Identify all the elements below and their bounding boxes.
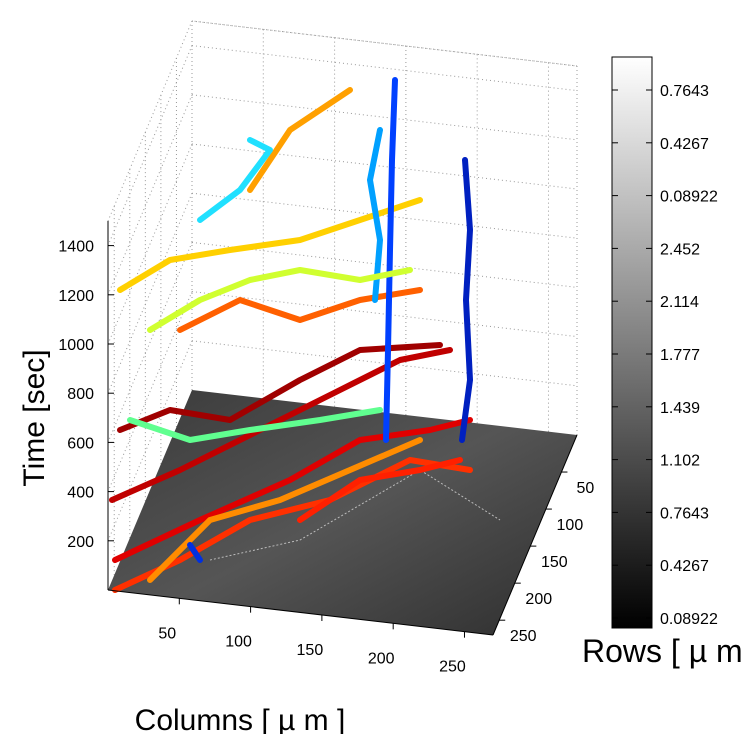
- colorbar-tick-label: 0.4267: [660, 136, 709, 153]
- tracks: [109, 77, 473, 593]
- colorbar-tick-label: 0.7643: [660, 83, 709, 100]
- grid-line: [191, 192, 578, 239]
- colorbar-tick-label: 0.4267: [660, 558, 709, 575]
- x-tick-label: 200: [368, 650, 395, 667]
- y-tick-label: 50: [577, 480, 595, 497]
- grid: [107, 20, 578, 576]
- z-tick-label: 1000: [58, 337, 94, 354]
- grid-line: [107, 340, 193, 541]
- track: [112, 417, 473, 563]
- grid-line: [191, 241, 578, 288]
- track: [147, 437, 423, 583]
- grid-line: [191, 143, 578, 190]
- x-tick-label: 150: [297, 642, 324, 659]
- grid-line: [107, 94, 193, 295]
- track: [127, 407, 383, 443]
- floor-image: [108, 390, 577, 635]
- z-tick-label: 1200: [58, 288, 94, 305]
- y-tick-label: 200: [525, 591, 552, 608]
- x-tick-label: 100: [225, 634, 252, 651]
- z-tick-label: 1400: [58, 239, 94, 256]
- z-tick-label: 800: [67, 386, 94, 403]
- track: [187, 542, 203, 563]
- track: [383, 77, 398, 443]
- colorbar-tick-label: 0.08922: [660, 189, 718, 206]
- z-axis-label: Time [sec]: [18, 349, 51, 486]
- track: [197, 137, 273, 223]
- y-tick-label: 100: [557, 517, 584, 534]
- grid-line: [191, 340, 578, 387]
- grid-line: [107, 291, 193, 492]
- z-tick-label: 400: [67, 485, 94, 502]
- track: [109, 347, 453, 503]
- y-tick-label: 250: [510, 628, 537, 645]
- colorbar-tick-label: 0.7643: [660, 505, 709, 522]
- y-tick-label: 150: [541, 554, 568, 571]
- grid-line: [107, 193, 193, 394]
- grid-line: [107, 143, 193, 345]
- colorbar-tick-label: 1.102: [660, 453, 700, 470]
- track: [117, 342, 443, 433]
- grid-line: [191, 94, 578, 141]
- colorbar: [611, 56, 653, 629]
- x-tick-label: 50: [158, 625, 176, 642]
- box-edge: [191, 20, 578, 67]
- colorbar-tick-label: 0.08922: [660, 611, 718, 628]
- y-axis: [492, 434, 578, 636]
- z-tick-label: 200: [67, 534, 94, 551]
- x-tick-label: 250: [439, 659, 466, 676]
- colorbar-tick-label: 1.439: [660, 400, 700, 417]
- colorbar-tick-label: 2.114: [660, 294, 699, 311]
- track: [367, 127, 383, 303]
- grid-line: [107, 45, 193, 246]
- box-edge: [107, 20, 193, 222]
- z-tick-label: 600: [67, 435, 94, 452]
- track: [297, 457, 463, 523]
- grid-line: [107, 242, 193, 443]
- grid-line: [191, 45, 578, 92]
- axes: 50 100 150 200 250 50 100 150 200 250 200 400 600 800…: [58, 221, 594, 676]
- box-edge: [191, 20, 578, 67]
- colorbar-tick-label: 2.452: [660, 241, 700, 258]
- y-axis-label: Rows [ µ m: [582, 633, 743, 669]
- colorbar-tick-label: 1.777: [660, 347, 700, 364]
- grid-line: [191, 291, 578, 338]
- track: [147, 267, 413, 333]
- track: [247, 87, 353, 193]
- x-axis-label: Columns [ µ m ]: [135, 704, 346, 734]
- x-axis: [107, 589, 494, 636]
- floor-roi: [209, 469, 501, 561]
- track: [177, 287, 423, 333]
- track: [459, 157, 473, 443]
- track: [117, 197, 423, 293]
